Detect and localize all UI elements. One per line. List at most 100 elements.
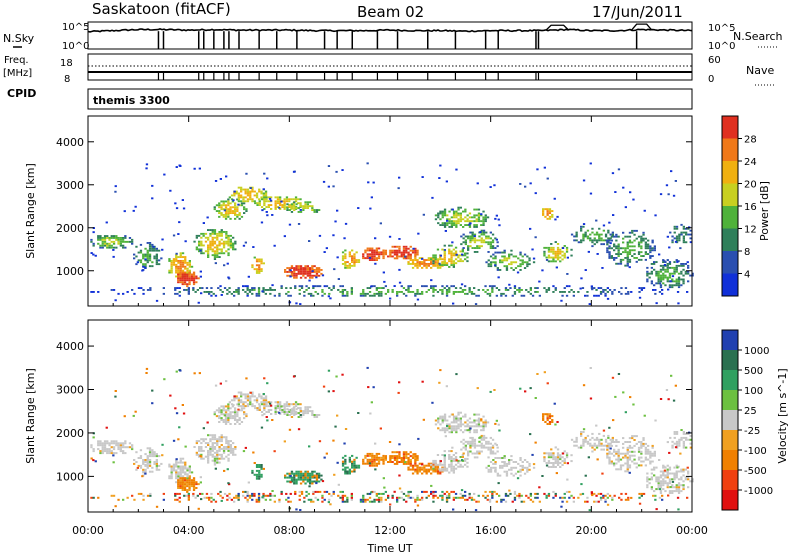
power-cell [566, 285, 568, 287]
velocity-cell [620, 459, 622, 461]
velocity-cell [229, 417, 231, 419]
power-cell [510, 261, 512, 263]
velocity-cell [582, 441, 584, 443]
power-cell [182, 199, 184, 201]
power-cell [661, 289, 663, 291]
velocity-cell [550, 454, 552, 456]
power-cell [506, 259, 508, 261]
power-cell [180, 254, 182, 256]
power-cell [256, 270, 258, 272]
velocity-cell [369, 455, 371, 457]
power-cell [238, 291, 240, 293]
velocity-cell [444, 458, 446, 460]
power-cell [561, 251, 563, 253]
velocity-cell [445, 435, 447, 437]
velocity-cell [654, 455, 656, 457]
velocity-cell [649, 463, 651, 465]
power-cell [593, 287, 595, 289]
velocity-cell [573, 501, 575, 503]
power-cell [180, 270, 182, 272]
velocity-cell [362, 499, 364, 501]
velocity-cell [396, 455, 398, 457]
power-cell [227, 214, 229, 216]
velocity-cell [570, 495, 572, 497]
power-cell [566, 251, 568, 253]
power-cell [524, 267, 526, 269]
power-cell [498, 224, 500, 226]
velocity-cell [622, 453, 624, 455]
velocity-cell [421, 469, 423, 471]
power-cell [147, 259, 149, 261]
noise-panel-frame [88, 22, 692, 49]
power-cell [156, 256, 158, 258]
power-cell [656, 302, 658, 304]
velocity-cell [168, 477, 170, 479]
power-cell [227, 212, 229, 214]
velocity-cell [607, 504, 609, 506]
velocity-cell [302, 412, 304, 414]
power-cell [307, 201, 309, 203]
power-cell [245, 200, 247, 202]
velocity-cell [501, 461, 503, 463]
velocity-cell [122, 446, 124, 448]
velocity-cell [396, 457, 398, 459]
velocity-cell [439, 369, 441, 371]
power-cell [203, 235, 205, 237]
velocity-cell [225, 417, 227, 419]
velocity-cell [426, 497, 428, 499]
velocity-cell [218, 462, 220, 464]
velocity-cell [149, 451, 151, 453]
velocity-cell [380, 459, 382, 461]
power-cell [209, 235, 211, 237]
velocity-cell [633, 435, 635, 437]
power-cell [206, 291, 208, 293]
power-cell [607, 232, 609, 234]
velocity-cell [682, 488, 684, 490]
velocity-cell [631, 455, 633, 457]
velocity-cell [457, 497, 459, 499]
velocity-cell [149, 493, 151, 495]
power-cell [293, 275, 295, 277]
velocity-cell [640, 451, 642, 453]
velocity-cell [667, 465, 669, 467]
velocity-cell [428, 465, 430, 467]
velocity-cell [358, 467, 360, 469]
power-cell [471, 293, 473, 295]
velocity-cell [106, 448, 108, 450]
power-cell [441, 293, 443, 295]
power-cell [492, 241, 494, 243]
velocity-cell [367, 453, 369, 455]
velocity-cell [439, 416, 441, 418]
velocity-cell [156, 469, 158, 471]
power-cell [295, 207, 297, 209]
power-cell [660, 275, 662, 277]
velocity-cell [646, 486, 648, 488]
power-cell [242, 198, 244, 200]
velocity-cell [416, 465, 418, 467]
power-cell [483, 234, 485, 236]
velocity-cell [137, 467, 139, 469]
power-cell [147, 254, 149, 256]
power-cell [618, 247, 620, 249]
power-cell [188, 291, 190, 293]
power-cell [270, 208, 272, 210]
power-cell [392, 246, 394, 248]
velocity-cell [212, 456, 214, 458]
power-cell [552, 257, 554, 259]
power-cell [492, 239, 494, 241]
velocity-cell [662, 474, 664, 476]
power-cell [309, 269, 311, 271]
power-cell [196, 235, 198, 237]
power-cell [284, 204, 286, 206]
velocity-cell [102, 450, 104, 452]
velocity-cell [543, 456, 545, 458]
power-cell [499, 259, 501, 261]
power-cell [104, 239, 106, 241]
velocity-cell [161, 454, 163, 456]
power-cell [212, 248, 214, 250]
velocity-cell [227, 415, 229, 417]
power-cell [552, 253, 554, 255]
power-cell [364, 251, 366, 253]
velocity-cell [293, 477, 295, 479]
velocity-cell [369, 462, 371, 464]
